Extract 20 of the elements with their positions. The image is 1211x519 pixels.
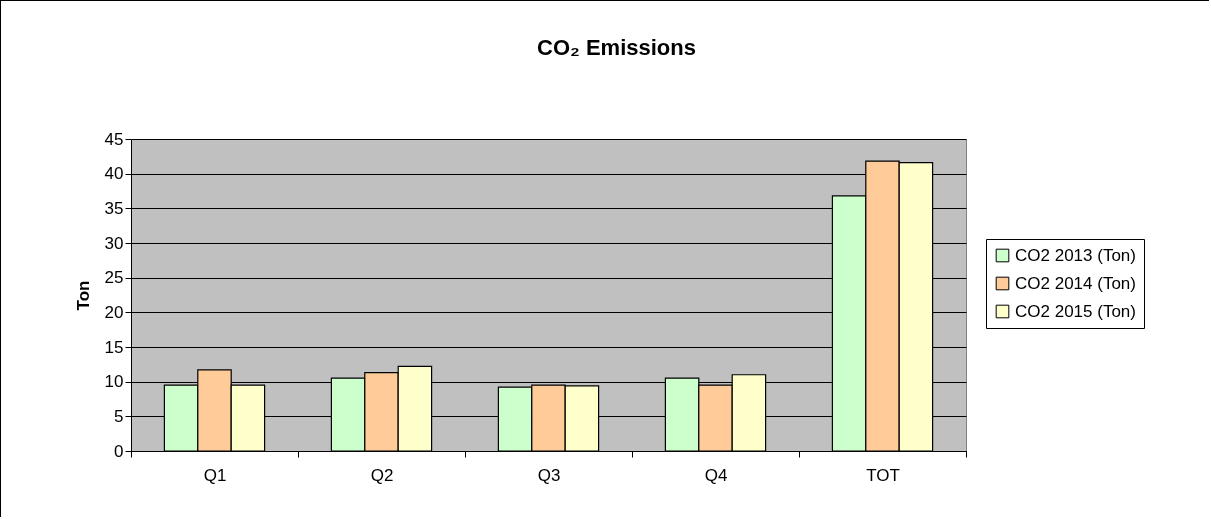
- x-tick-label: Q3: [537, 465, 561, 485]
- y-tick-label: 0: [114, 441, 124, 461]
- y-tick-label: 10: [104, 372, 124, 392]
- y-tick-label: 35: [104, 198, 124, 218]
- y-tick-label: 5: [114, 406, 124, 426]
- x-tick-label: TOT: [866, 465, 900, 485]
- y-axis-title: Ton: [73, 280, 93, 311]
- y-tick-label: 20: [104, 302, 124, 322]
- y-tick-label: 45: [104, 129, 124, 149]
- x-tick-label: Q1: [203, 465, 227, 485]
- y-tick-label: 40: [104, 164, 124, 184]
- y-tick-label: 30: [104, 233, 124, 253]
- legend-label: CO2 2015 (Ton): [1015, 301, 1136, 321]
- y-tick-label: 15: [104, 337, 124, 357]
- legend-label: CO2 2013 (Ton): [1015, 245, 1136, 265]
- y-tick-label: 25: [104, 268, 124, 288]
- x-tick-label: Q4: [704, 465, 728, 485]
- x-tick-label: Q2: [370, 465, 394, 485]
- legend-label: CO2 2014 (Ton): [1015, 273, 1136, 293]
- chart-title: CO₂ Emissions: [537, 35, 696, 60]
